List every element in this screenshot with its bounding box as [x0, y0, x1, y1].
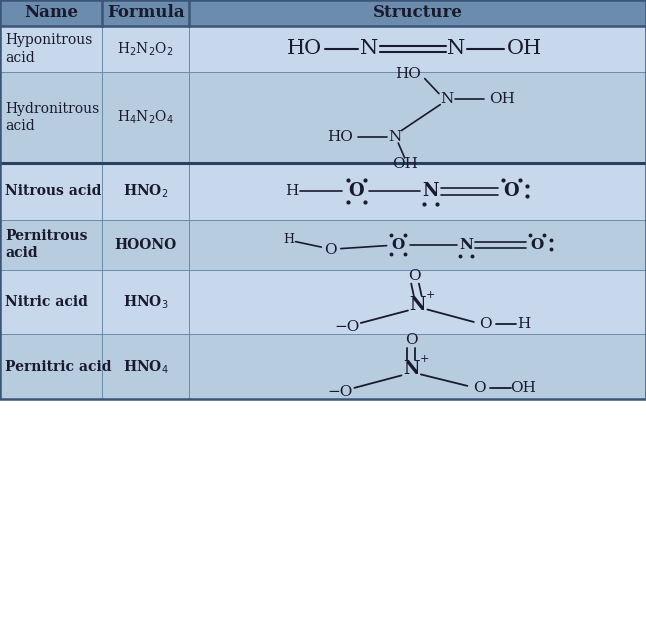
Text: N: N [447, 39, 466, 59]
Bar [0, 334, 646, 399]
Text: Pernitrous
acid: Pernitrous acid [5, 229, 88, 260]
Text: H: H [517, 318, 531, 331]
Text: O: O [348, 182, 364, 200]
Text: O: O [324, 243, 337, 256]
Text: HNO$_{4}$: HNO$_{4}$ [123, 358, 169, 376]
Text: +: + [419, 354, 429, 364]
Text: H: H [283, 233, 294, 246]
Text: OH: OH [510, 381, 536, 395]
Text: Nitrous acid: Nitrous acid [5, 185, 101, 198]
Bar [0, 270, 646, 334]
Text: −O: −O [328, 385, 353, 399]
Text: O: O [479, 318, 492, 331]
Text: N: N [422, 182, 439, 200]
Text: N: N [410, 296, 426, 313]
Text: O: O [405, 333, 417, 348]
Text: Hydronitrous
acid: Hydronitrous acid [5, 102, 99, 133]
Text: Nitric acid: Nitric acid [5, 295, 88, 309]
Bar [0, 0, 646, 26]
Text: Formula: Formula [107, 4, 185, 21]
Text: Pernitric acid: Pernitric acid [5, 360, 112, 374]
Text: HNO$_{2}$: HNO$_{2}$ [123, 183, 169, 200]
Bar [0, 163, 646, 220]
Text: HO: HO [327, 130, 353, 144]
Text: HO: HO [287, 39, 322, 59]
Text: H$_{2}$N$_{2}$O$_{2}$: H$_{2}$N$_{2}$O$_{2}$ [118, 40, 174, 57]
Text: HO: HO [395, 67, 421, 80]
Bar [0, 0, 646, 399]
Text: O: O [503, 182, 519, 200]
Bar [0, 72, 646, 163]
Text: O: O [408, 268, 421, 283]
Text: O: O [473, 381, 485, 395]
Text: N: N [403, 361, 419, 378]
Text: N: N [360, 39, 379, 59]
Text: Structure: Structure [373, 4, 463, 21]
Text: HOONO: HOONO [114, 238, 177, 251]
Text: Hyponitrous
acid: Hyponitrous acid [5, 33, 92, 64]
Text: N: N [459, 238, 473, 251]
Text: N: N [388, 130, 402, 144]
Text: H$_{4}$N$_{2}$O$_{4}$: H$_{4}$N$_{2}$O$_{4}$ [118, 109, 174, 126]
Bar [0, 26, 646, 72]
Text: O: O [530, 238, 544, 251]
Text: OH: OH [488, 92, 515, 105]
Text: HNO$_{3}$: HNO$_{3}$ [123, 293, 169, 311]
Text: O: O [391, 238, 405, 251]
Bar [0, 220, 646, 270]
Text: −O: −O [334, 320, 359, 334]
Text: N: N [440, 92, 453, 105]
Text: H: H [285, 185, 298, 198]
Text: Name: Name [24, 4, 78, 21]
Text: +: + [426, 290, 435, 300]
Text: OH: OH [391, 157, 418, 171]
Text: OH: OH [506, 39, 542, 59]
